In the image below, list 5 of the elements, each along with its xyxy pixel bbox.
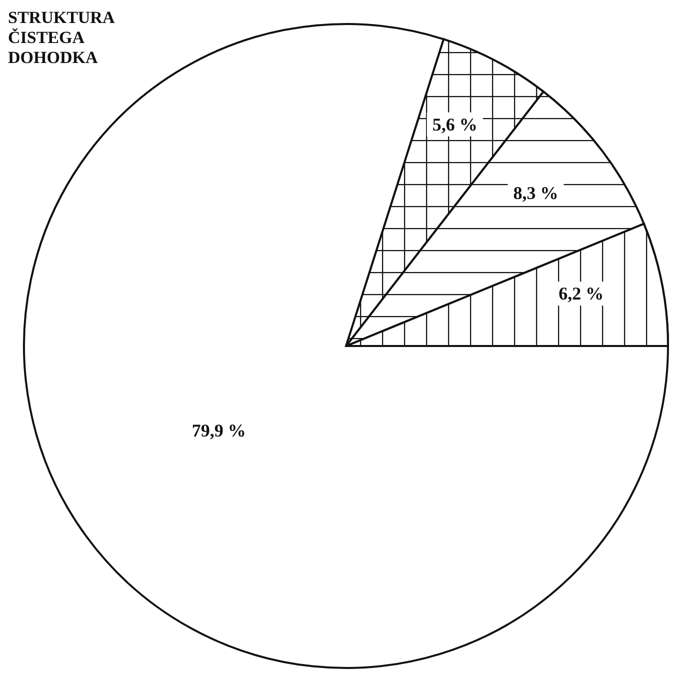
data-label: 6,2 % (558, 284, 604, 304)
data-label: 5,6 % (432, 114, 478, 134)
data-label: 8,3 % (513, 182, 558, 203)
data-label: 79,9 % (192, 420, 246, 440)
chart-title: STRUKTURA ČISTEGA DOHODKA (8, 8, 115, 68)
